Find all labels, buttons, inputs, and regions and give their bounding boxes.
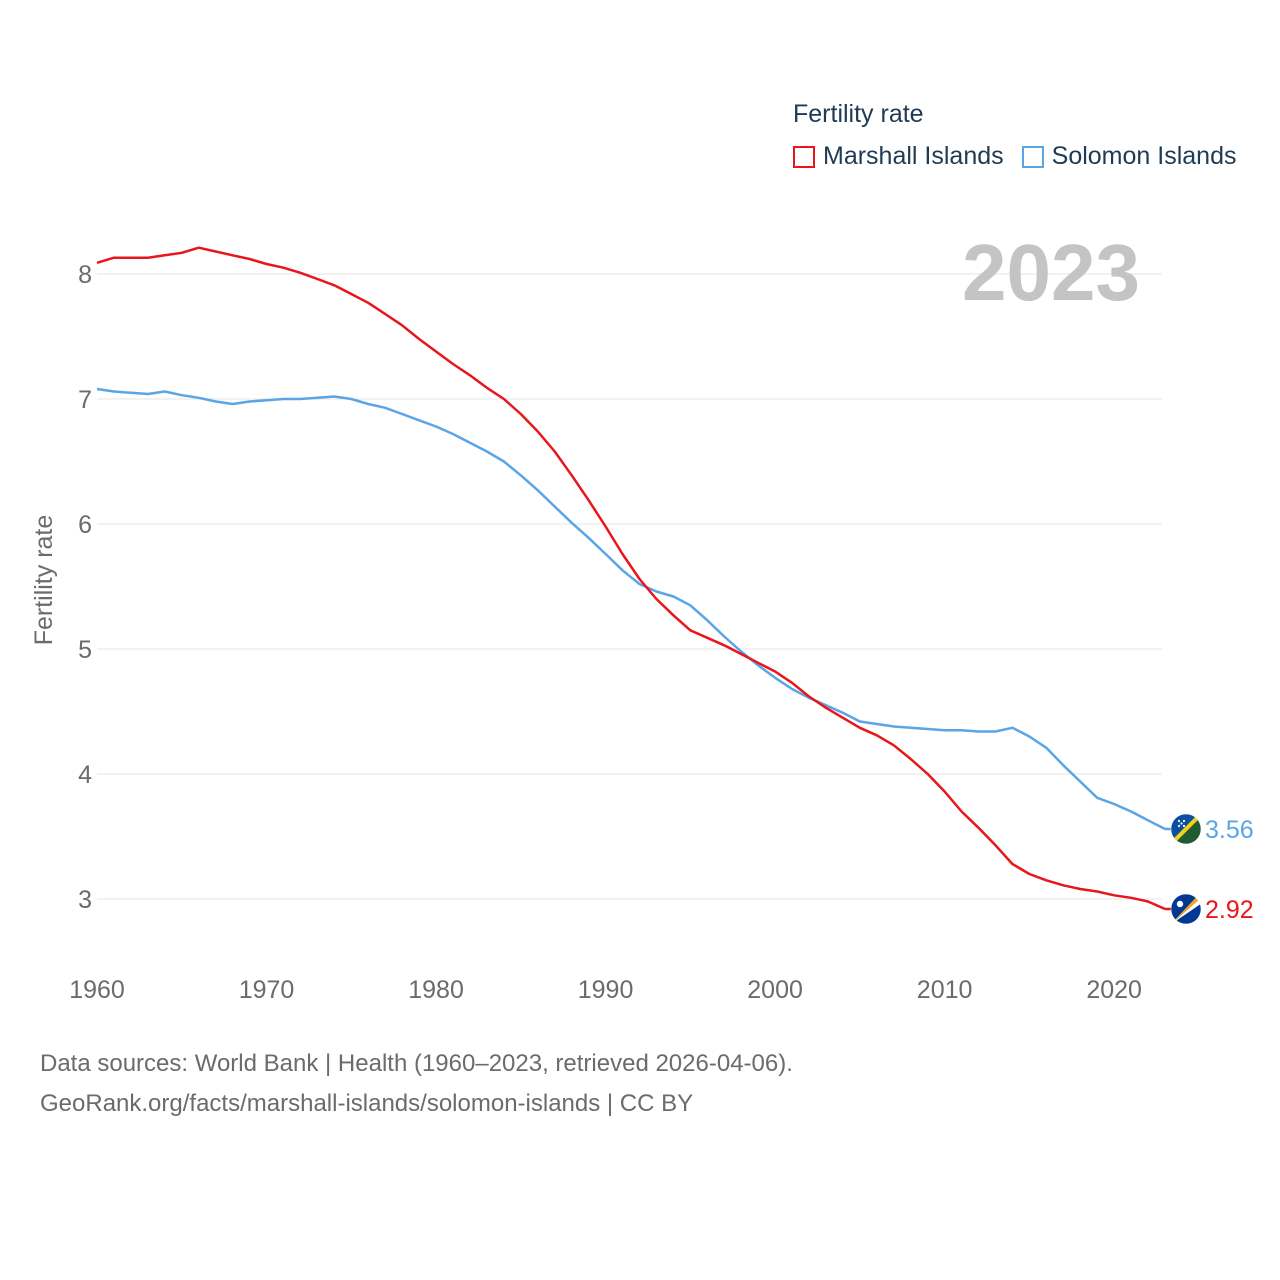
year-label: 2023 (962, 228, 1140, 317)
marshall-islands-flag-icon (1170, 893, 1202, 925)
chart-area: 3 4 5 6 7 8 1960 1970 1980 1990 2000 2010 2020 Fert… (30, 228, 1254, 1004)
x-tick-2010: 2010 (917, 976, 973, 1004)
x-tick-1990: 1990 (578, 976, 634, 1004)
y-axis-label: Fertility rate (30, 515, 58, 646)
legend: Marshall Islands Solomon Islands (793, 142, 1254, 171)
end-label-marshall-islands: 2.92 (1205, 896, 1254, 924)
legend-swatch-marshall-islands (793, 145, 815, 168)
y-tick-4: 4 (78, 761, 92, 789)
x-tick-1960: 1960 (69, 976, 125, 1004)
legend-label-marshall-islands: Marshall Islands (823, 142, 1004, 170)
legend-item-marshall-islands[interactable]: Marshall Islands (793, 142, 1004, 171)
y-tick-5: 5 (78, 636, 92, 664)
x-tick-labels: 1960 1970 1980 1990 2000 2010 2020 (69, 976, 1142, 1004)
y-tick-labels: 3 4 5 6 7 8 (78, 261, 92, 914)
legend-label-solomon-islands: Solomon Islands (1051, 142, 1237, 170)
x-tick-1980: 1980 (408, 976, 464, 1004)
footer-link[interactable]: GeoRank.org/facts/marshall-islands/solom… (40, 1090, 694, 1117)
x-tick-2020: 2020 (1086, 976, 1142, 1004)
y-tick-7: 7 (78, 386, 92, 414)
y-tick-3: 3 (78, 886, 92, 914)
y-tick-6: 6 (78, 511, 92, 539)
legend-item-solomon-islands[interactable]: Solomon Islands (1021, 142, 1237, 171)
series-line-solomon-islands[interactable] (96, 387, 1166, 831)
series-line-marshall-islands[interactable] (96, 246, 1166, 911)
legend-title: Fertility rate (793, 100, 924, 128)
gridlines (97, 273, 1162, 900)
footer-sources: Data sources: World Bank | Health (1960–… (40, 1050, 793, 1077)
y-tick-8: 8 (78, 261, 92, 289)
solomon-islands-flag-icon (1170, 813, 1202, 845)
end-label-solomon-islands: 3.56 (1205, 816, 1254, 844)
footer: Data sources: World Bank | Health (1960–… (40, 1044, 793, 1124)
series-lines (96, 246, 1166, 911)
legend-swatch-solomon-islands (1021, 145, 1044, 168)
x-tick-2000: 2000 (747, 976, 803, 1004)
x-tick-1970: 1970 (239, 976, 295, 1004)
end-markers: 3.56 2.92 (1165, 813, 1254, 925)
